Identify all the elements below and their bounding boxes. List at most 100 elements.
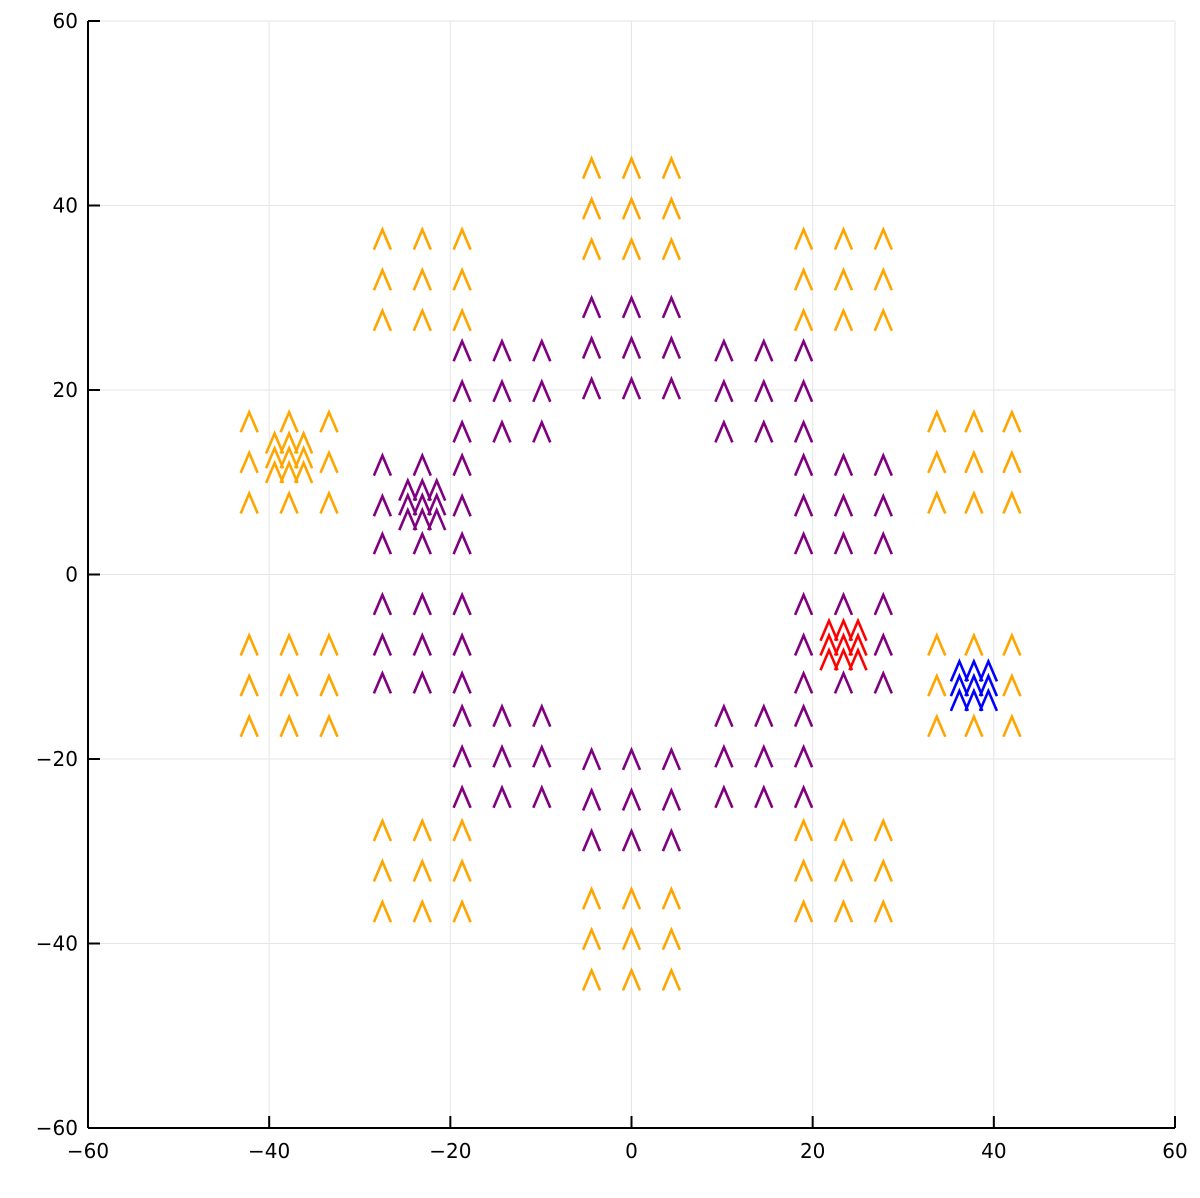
data-point-marker (661, 885, 682, 910)
data-point-marker (621, 294, 642, 319)
data-point-marker (661, 746, 682, 771)
data-point-marker (1002, 408, 1022, 433)
data-point-marker (964, 449, 984, 474)
data-point-marker (793, 632, 814, 657)
data-point-marker (427, 506, 447, 531)
data-point-marker (412, 858, 432, 883)
data-point-marker (621, 375, 642, 400)
data-point-marker (873, 858, 893, 883)
data-point-marker (621, 787, 642, 812)
data-point-marker (714, 419, 734, 443)
data-point-marker (978, 658, 999, 682)
data-point-marker (372, 858, 393, 883)
data-point-marker (793, 226, 814, 251)
data-point-marker (581, 926, 602, 951)
data-point-marker (714, 337, 734, 362)
data-point-marker (661, 236, 682, 261)
data-point-marker (412, 307, 432, 332)
data-point-marker (1002, 672, 1022, 697)
data-point-marker (848, 632, 868, 657)
data-point-marker (452, 703, 472, 728)
data-point-marker (264, 430, 285, 455)
data-point-marker (581, 375, 602, 400)
data-point-marker (964, 687, 984, 712)
data-point-marker (873, 530, 893, 555)
data-point-marker (793, 858, 814, 883)
data-point-marker (661, 155, 682, 180)
data-point-marker (793, 898, 814, 923)
data-point-marker (793, 452, 814, 477)
data-point-marker (793, 266, 814, 291)
data-point-marker (873, 492, 893, 517)
data-point-marker (793, 492, 814, 517)
data-point-marker (532, 784, 552, 809)
data-point-marker (927, 672, 947, 697)
data-point-marker (239, 449, 259, 474)
data-point-marker (754, 743, 774, 768)
data-point-marker (581, 967, 602, 991)
data-point-marker (581, 787, 602, 812)
y-tick-label: 20 (53, 378, 78, 402)
data-point-marker (714, 703, 734, 728)
data-point-marker (372, 307, 393, 332)
data-point-marker (1002, 490, 1022, 515)
data-point-marker (452, 337, 472, 362)
data-point-marker (833, 591, 854, 616)
data-point-marker (412, 817, 432, 842)
data-point-marker (581, 885, 602, 910)
data-point-marker (239, 672, 259, 697)
data-point-marker (793, 337, 814, 362)
data-point-marker (793, 378, 814, 403)
data-point-marker (239, 632, 259, 657)
data-point-marker (754, 419, 774, 443)
y-tick-label: −60 (36, 1116, 78, 1140)
data-point-marker (279, 713, 299, 738)
data-point-marker (319, 632, 339, 657)
data-point-marker (452, 378, 472, 403)
data-point-marker (873, 898, 893, 923)
data-point-marker (492, 378, 512, 403)
data-point-marker (452, 266, 472, 291)
data-point-marker (873, 591, 893, 616)
data-point-marker (661, 375, 682, 400)
data-point-marker (848, 646, 868, 671)
data-point-marker (833, 452, 854, 477)
data-point-marker (492, 419, 512, 443)
data-point-marker (452, 898, 472, 923)
data-point-marker (319, 713, 339, 738)
data-point-marker (927, 632, 947, 657)
data-point-marker (873, 670, 893, 694)
data-point-marker (279, 430, 299, 455)
data-point-marker (532, 337, 552, 362)
data-point-marker (833, 617, 854, 642)
x-tick-label: −60 (67, 1139, 109, 1163)
data-point-marker (452, 591, 472, 616)
data-point-marker (964, 713, 984, 738)
data-point-marker (754, 337, 774, 362)
grid-lines (88, 20, 1176, 1128)
data-point-marker (279, 632, 299, 657)
data-point-marker (833, 492, 854, 517)
data-point-marker (372, 530, 393, 555)
data-point-marker (581, 236, 602, 261)
data-point-marker (661, 787, 682, 812)
data-point-marker (412, 670, 432, 694)
data-point-marker (927, 490, 947, 515)
data-point-marker (819, 632, 839, 657)
data-point-marker (492, 784, 512, 809)
data-point-marker (621, 967, 642, 991)
data-point-marker (427, 477, 447, 502)
data-point-marker (819, 646, 839, 671)
data-point-marker (452, 743, 472, 768)
data-point-marker (833, 226, 854, 251)
data-point-marker (492, 743, 512, 768)
data-point-marker (398, 491, 418, 516)
data-point-marker (492, 703, 512, 728)
data-point-marker (372, 266, 393, 291)
data-point-marker (793, 530, 814, 555)
data-point-marker (372, 632, 393, 657)
data-point-marker (714, 378, 734, 403)
data-point-marker (452, 858, 472, 883)
data-point-marker (372, 226, 393, 251)
